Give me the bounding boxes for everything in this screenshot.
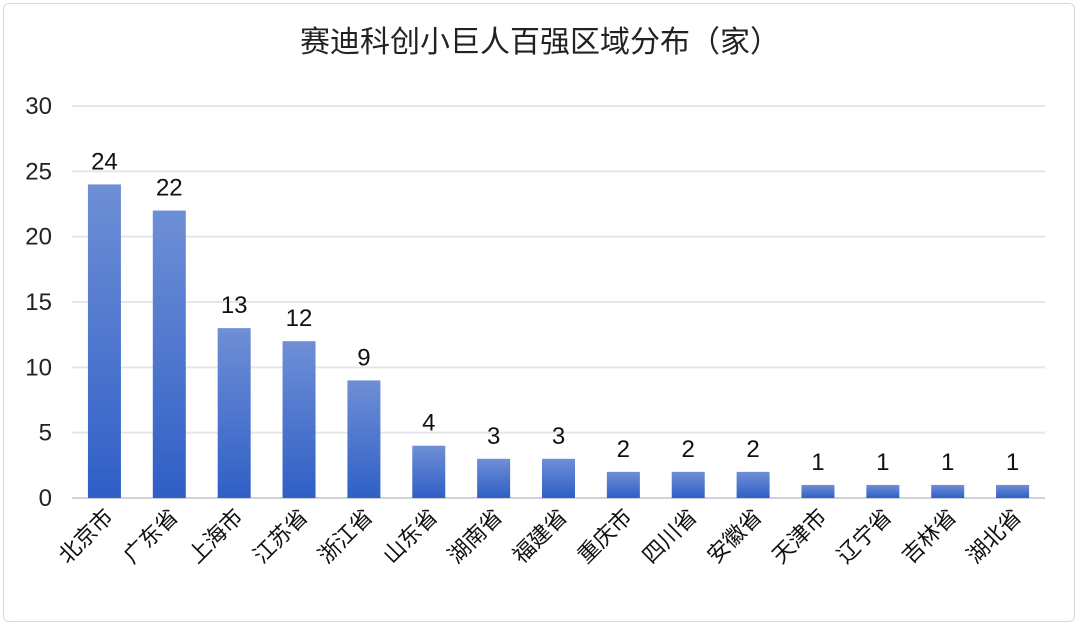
data-label: 24 xyxy=(91,148,118,175)
bar xyxy=(217,328,251,498)
bars xyxy=(87,184,1030,499)
bar xyxy=(412,445,446,498)
y-tick-label: 15 xyxy=(25,289,52,316)
bar xyxy=(152,210,186,499)
x-tick-label: 辽宁省 xyxy=(833,505,897,569)
bar xyxy=(996,484,1030,498)
x-tick-label: 北京市 xyxy=(54,505,118,569)
x-tick-label: 重庆市 xyxy=(573,505,637,569)
x-tick-label: 浙江省 xyxy=(314,505,378,569)
x-axis-ticks: 北京市 广东省 上海市 江苏省 浙江省 山东省 湖南省 福建省 重庆市 四川省 安徽省 天津市 辽宁省吉… xyxy=(54,505,1026,569)
x-tick-label: 湖南省 xyxy=(444,505,508,569)
bar xyxy=(931,484,965,498)
bar xyxy=(477,458,511,498)
y-tick-label: 30 xyxy=(25,93,52,120)
x-tick-label: 湖北省 xyxy=(962,505,1026,569)
data-label: 3 xyxy=(487,423,500,450)
bar xyxy=(347,380,381,498)
data-label: 1 xyxy=(811,449,824,476)
x-tick-label: 天津市 xyxy=(768,505,832,569)
data-label: 9 xyxy=(357,344,370,371)
data-label: 13 xyxy=(221,292,248,319)
data-label: 2 xyxy=(682,436,695,463)
bar xyxy=(542,458,575,498)
bar xyxy=(87,184,121,498)
bar xyxy=(671,471,705,498)
data-label: 12 xyxy=(286,305,313,332)
data-label: 1 xyxy=(941,449,954,476)
data-label: 1 xyxy=(1006,449,1019,476)
x-tick-label: 广东省 xyxy=(119,505,183,569)
x-tick-label: 四川省 xyxy=(638,505,702,569)
y-tick-label: 20 xyxy=(25,224,52,251)
y-tick-label: 5 xyxy=(39,420,52,447)
bar xyxy=(606,471,640,498)
data-label: 22 xyxy=(156,175,183,202)
y-tick-label: 10 xyxy=(25,354,52,381)
x-tick-label: 江苏省 xyxy=(249,505,313,569)
y-axis-ticks: 0 5 10 15 20 25 30 xyxy=(25,93,52,512)
x-tick-label: 福建省 xyxy=(508,505,572,569)
data-label: 4 xyxy=(422,410,435,437)
x-tick-label: 吉林省 xyxy=(898,505,962,569)
data-label: 1 xyxy=(876,449,889,476)
data-label: 2 xyxy=(617,436,630,463)
bar xyxy=(801,484,835,498)
x-tick-label: 山东省 xyxy=(379,505,443,569)
x-tick-label: 上海市 xyxy=(184,505,248,569)
bar xyxy=(282,341,316,498)
data-label: 3 xyxy=(552,423,565,450)
data-label: 2 xyxy=(746,436,759,463)
bar xyxy=(866,484,900,498)
y-tick-label: 25 xyxy=(25,158,52,185)
y-tick-label: 0 xyxy=(39,485,52,512)
x-tick-label: 安徽省 xyxy=(703,505,767,569)
chart-title: 赛迪科创小巨人百强区域分布（家） xyxy=(300,25,780,60)
bar xyxy=(736,471,770,498)
